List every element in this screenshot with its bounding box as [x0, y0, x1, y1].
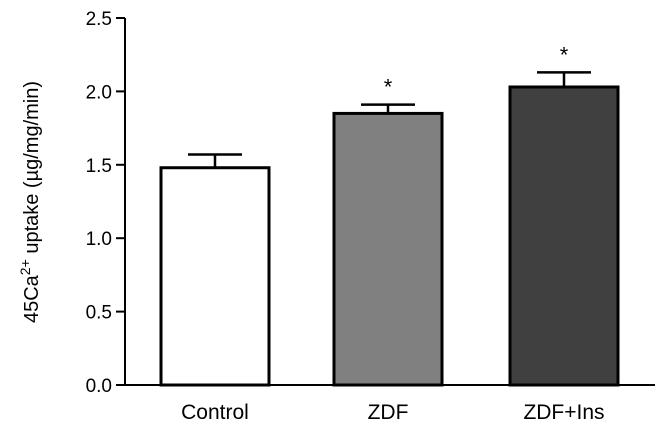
category-label: ZDF: [368, 401, 409, 424]
category-label: ZDF+Ins: [523, 401, 604, 424]
y-tick-label: 0.0: [86, 376, 112, 397]
bar: [159, 166, 271, 387]
y-axis-title: 45Ca2+ uptake (µg/mg/min): [17, 81, 43, 323]
y-axis: 0.0 0.5 1.0 1.5 2.0 2.5: [86, 9, 126, 397]
bar: [332, 111, 444, 387]
category-label: Control: [181, 401, 249, 424]
y-axis-title-main: 45Ca: [21, 274, 43, 323]
y-tick-label: 1.5: [86, 156, 112, 177]
y-axis-title-superscript: 2+: [17, 259, 33, 275]
y-tick-label: 0.5: [86, 303, 112, 324]
significance-marker: *: [384, 75, 393, 100]
significance-marker: *: [560, 42, 569, 67]
y-tick-label: 1.0: [86, 229, 112, 250]
y-tick-label: 2.5: [86, 9, 112, 30]
x-axis: Control ZDF ZDF+Ins: [125, 384, 655, 424]
y-axis-title-rest: uptake (µg/mg/min): [21, 81, 43, 259]
y-axis-title-text: 45Ca2+ uptake (µg/mg/min): [17, 81, 43, 323]
bar: [508, 85, 620, 387]
y-tick-label: 2.0: [86, 82, 112, 103]
bars: **: [159, 42, 620, 387]
